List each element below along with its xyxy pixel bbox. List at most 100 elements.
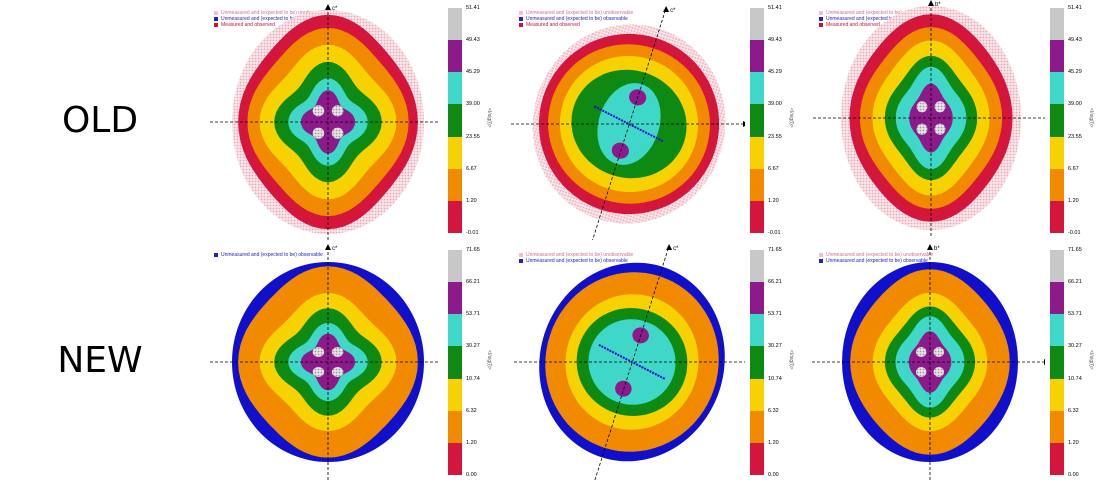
high-intensity-core [933, 367, 945, 377]
colorbar-segment [448, 136, 462, 170]
colorbar-tick-label: 51.41 [768, 5, 782, 11]
colorbar-segment [448, 410, 462, 444]
colorbar-segment [448, 40, 462, 73]
colorbar-tick-label: 45.29 [466, 69, 480, 76]
legend-entry: Unmeasured and (expected to be) observab… [519, 258, 633, 264]
panel-legend: Unmeasured and (expected to be) unobserv… [519, 10, 633, 28]
colorbar-segment [448, 282, 462, 315]
colorbar-tick-label: 53.71 [1068, 311, 1082, 318]
axes [813, 0, 1045, 236]
colorbar-tick-label: 23.55 [768, 133, 782, 140]
legend-entry: Unmeasured and (expected to be) unobserv… [819, 10, 933, 16]
legend-entry: Unmeasured and (expected to be) unobserv… [214, 10, 328, 16]
axis-arrow [666, 244, 673, 250]
colorbar-segment [448, 200, 462, 234]
legend-entry: Unmeasured and (expected to be) unobserv… [819, 252, 933, 258]
colorbar-tick-label: 6.32 [768, 407, 779, 414]
colorbar-label: <I/sig(I)> [788, 350, 794, 370]
colorbar [1050, 250, 1064, 476]
colorbar-tick-label: 1.20 [1068, 439, 1079, 446]
high-intensity-core [331, 367, 344, 377]
colorbar-segment [750, 250, 764, 283]
legend-entry: Measured and observed [214, 22, 328, 28]
colorbar [750, 250, 764, 476]
colorbar-tick-label: 6.67 [466, 165, 477, 172]
high-intensity-core [331, 105, 344, 117]
colorbar [750, 8, 764, 234]
colorbar-segment [448, 8, 462, 41]
colorbar-segment [750, 346, 764, 380]
colorbar-segment [448, 378, 462, 412]
vertical-axis [594, 245, 670, 481]
colorbar-tick-label: 0.00 [768, 472, 779, 478]
legend-text: Unmeasured and (expected to be) unobserv… [826, 252, 934, 258]
colorbar-segment [750, 410, 764, 444]
heatmap-plot: c*a* [514, 244, 745, 481]
legend-entry: Unmeasured and (expected to be) observab… [214, 16, 328, 22]
legend-text: Unmeasured and (expected to be) observab… [221, 16, 323, 22]
axis-label-vertical: c* [332, 6, 338, 12]
colorbar-tick-label: 6.32 [1068, 407, 1079, 414]
colorbar-segment [750, 104, 764, 138]
colorbar-tick-label: 30.27 [768, 343, 782, 350]
legend-entry: Unmeasured and (expected to be) observab… [214, 252, 323, 258]
heatmap-plot: b*a* [813, 0, 1045, 236]
colorbar-segment [448, 72, 462, 105]
heatmap-plot: c*b* [210, 244, 440, 480]
heatmap-body [532, 24, 726, 224]
colorbar-tick-label: 49.43 [466, 37, 480, 44]
heatmap-panel-old-3: Unmeasured and (expected to be) unobserv… [805, 0, 1105, 240]
legend-swatch [519, 17, 523, 21]
colorbar-tick-label: 23.55 [466, 133, 480, 140]
axes [812, 244, 1045, 480]
legend-swatch [819, 259, 823, 263]
high-intensity-core [615, 380, 632, 397]
colorbar-segment [750, 314, 764, 347]
colorbar-tick-label: 39.00 [1068, 101, 1082, 108]
colorbar-tick-label: 71.65 [768, 247, 782, 253]
colorbar-tick-label: 10.74 [466, 375, 480, 382]
heatmap-plot: c*b* [210, 4, 440, 240]
heatmap-panel-new-2: Unmeasured and (expected to be) unobserv… [505, 242, 805, 482]
panel-legend: Unmeasured and (expected to be) unobserv… [819, 10, 933, 28]
colorbar-segment [750, 442, 764, 476]
high-intensity-core [331, 347, 344, 357]
high-intensity-core [312, 105, 325, 117]
legend-text: Measured and observed [221, 22, 275, 28]
colorbar-label: <I/sig(I)> [486, 350, 492, 370]
legend-entry: Unmeasured and (expected to be) observab… [819, 258, 933, 264]
panel-legend: Unmeasured and (expected to be) unobserv… [214, 10, 328, 28]
legend-text: Measured and observed [826, 22, 880, 28]
high-intensity-core [934, 101, 946, 113]
legend-text: Unmeasured and (expected to be) observab… [826, 258, 928, 264]
colorbar-segment [1050, 200, 1064, 234]
axis-arrow [325, 4, 331, 10]
colorbar-tick-label: 1.20 [466, 439, 477, 446]
colorbar-segment [448, 442, 462, 476]
axis-arrow [325, 244, 331, 250]
legend-swatch [819, 253, 823, 257]
vertical-axis [592, 7, 667, 240]
high-intensity-core [312, 367, 325, 377]
panel-legend: Unmeasured and (expected to be) observab… [214, 252, 323, 258]
high-intensity-core [933, 347, 945, 357]
legend-text: Unmeasured and (expected to be) unobserv… [826, 10, 934, 16]
colorbar-label: <I/sig(I)> [788, 108, 794, 128]
axis-label-vertical: c* [332, 246, 338, 252]
axis-label-vertical: b* [934, 246, 940, 252]
colorbar-segment [750, 168, 764, 202]
missing-data-streak [593, 105, 665, 143]
legend-text: Unmeasured and (expected to be) observab… [526, 258, 628, 264]
colorbar-segment [750, 200, 764, 234]
colorbar-tick-label: 66.21 [1068, 279, 1082, 286]
colorbar-segment [1050, 346, 1064, 380]
heatmap-panel-old-1: Unmeasured and (expected to be) unobserv… [200, 0, 500, 240]
legend-text: Unmeasured and (expected to be) unobserv… [221, 10, 329, 16]
heatmap-panel-new-1: Unmeasured and (expected to be) observab… [200, 242, 500, 482]
colorbar-label: <I/sig(I)> [1088, 108, 1094, 128]
legend-text: Unmeasured and (expected to be) observab… [526, 16, 628, 22]
colorbar-tick-label: 10.74 [1068, 375, 1082, 382]
colorbar-tick-label: -0.01 [768, 230, 781, 236]
legend-entry: Measured and observed [519, 22, 633, 28]
legend-swatch [819, 11, 823, 15]
